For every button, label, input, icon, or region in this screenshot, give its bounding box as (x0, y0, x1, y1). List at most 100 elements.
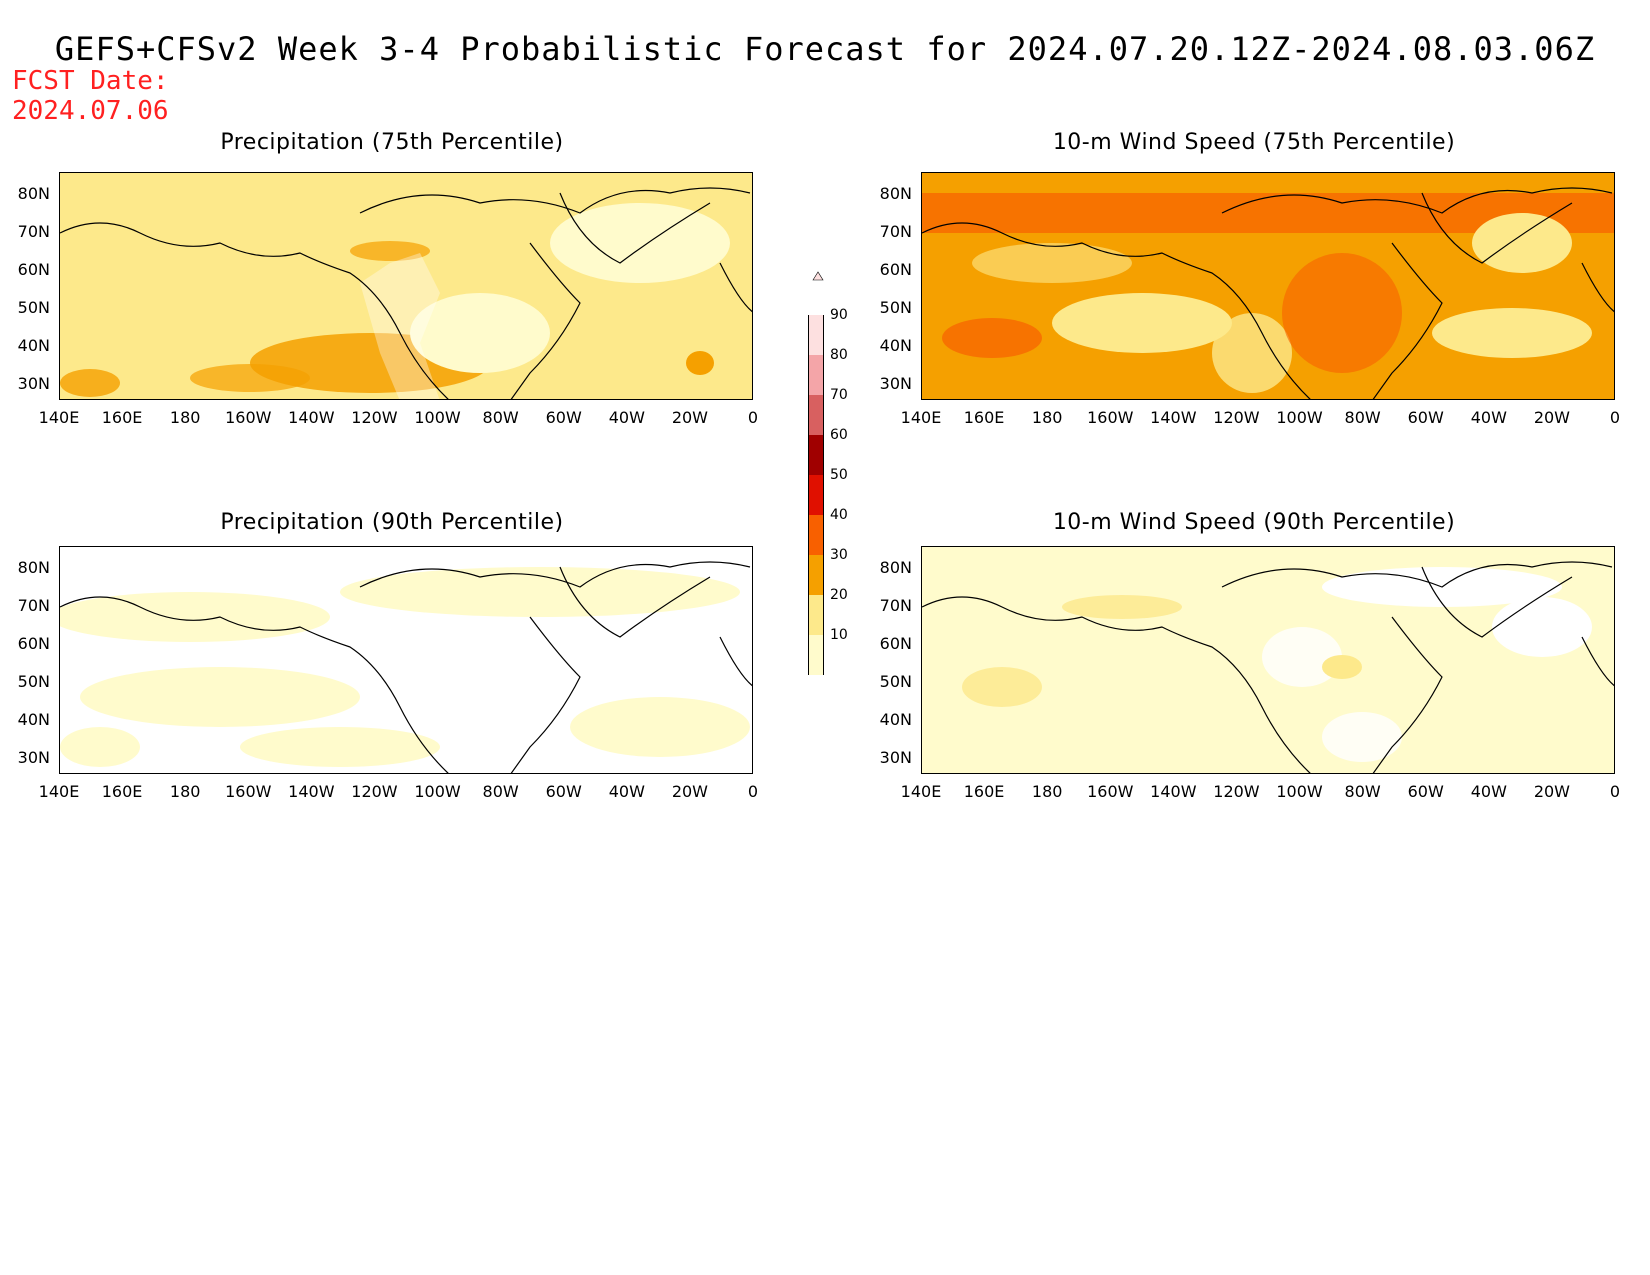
colorbar-swatch (808, 395, 824, 435)
lat-label: 30N (17, 374, 50, 393)
lon-label: 140E (900, 782, 942, 801)
lon-label: 160W (225, 782, 272, 801)
colorbar-swatch (808, 475, 824, 515)
lon-label: 160E (101, 782, 143, 801)
colorbar-swatch (808, 635, 824, 675)
lon-label: 0 (1609, 408, 1621, 427)
lat-label: 80N (879, 558, 912, 577)
lon-label: 140W (288, 782, 335, 801)
map-wind-75 (921, 172, 1615, 400)
lon-label: 160E (963, 408, 1005, 427)
colorbar-label: 90 (830, 307, 848, 323)
lat-label: 40N (17, 336, 50, 355)
lon-label: 180 (1031, 408, 1063, 427)
lon-label: 80W (482, 782, 519, 801)
lon-label: 40W (1470, 782, 1507, 801)
lon-label: 80W (482, 408, 519, 427)
lon-label: 140W (1150, 408, 1197, 427)
lat-label: 50N (17, 672, 50, 691)
colorbar-label: 10 (830, 627, 848, 643)
lat-label: 50N (879, 298, 912, 317)
lat-label: 60N (17, 634, 50, 653)
lon-label: 0 (747, 782, 759, 801)
lon-label: 80W (1344, 408, 1381, 427)
forecast-date-label: FCST Date: (12, 66, 169, 96)
lon-label: 120W (351, 408, 398, 427)
colorbar-swatch (808, 595, 824, 635)
lon-label: 80W (1344, 782, 1381, 801)
colorbar-label: 80 (830, 347, 848, 363)
lon-label: 100W (414, 782, 461, 801)
panel-title-precip-75: Precipitation (75th Percentile) (220, 130, 564, 155)
lat-label: 60N (879, 634, 912, 653)
lon-label: 20W (1533, 408, 1570, 427)
lon-label: 180 (1031, 782, 1063, 801)
lon-label: 180 (169, 782, 201, 801)
colorbar-swatch (808, 435, 824, 475)
lat-label: 50N (879, 672, 912, 691)
colorbar (808, 270, 848, 684)
lon-label: 160E (963, 782, 1005, 801)
lat-label: 70N (879, 222, 912, 241)
lon-label: 0 (747, 408, 759, 427)
map-precip-90 (59, 546, 753, 774)
colorbar-label: 30 (830, 547, 848, 563)
lon-label: 60W (1407, 782, 1444, 801)
lat-label: 80N (17, 558, 50, 577)
colorbar-label: 20 (830, 587, 848, 603)
lon-label: 140E (900, 408, 942, 427)
main-title: GEFS+CFSv2 Week 3-4 Probabilistic Foreca… (54, 30, 1596, 68)
lat-label: 50N (17, 298, 50, 317)
lon-label: 120W (1213, 782, 1260, 801)
lat-label: 40N (17, 710, 50, 729)
lat-label: 60N (879, 260, 912, 279)
lon-label: 140W (288, 408, 335, 427)
lon-label: 160W (225, 408, 272, 427)
lat-label: 40N (879, 710, 912, 729)
colorbar-swatch (808, 315, 824, 355)
lon-label: 60W (1407, 408, 1444, 427)
colorbar-swatch (808, 515, 824, 555)
lat-label: 80N (17, 184, 50, 203)
lon-label: 140E (38, 408, 80, 427)
lon-label: 100W (414, 408, 461, 427)
lon-label: 140W (1150, 782, 1197, 801)
lon-label: 60W (545, 782, 582, 801)
forecast-date-value: 2024.07.06 (12, 96, 169, 126)
colorbar-label: 40 (830, 507, 848, 523)
lon-label: 140E (38, 782, 80, 801)
lon-label: 20W (671, 408, 708, 427)
lon-label: 120W (1213, 408, 1260, 427)
lat-label: 70N (17, 222, 50, 241)
lon-label: 160E (101, 408, 143, 427)
lat-label: 30N (879, 748, 912, 767)
lon-label: 100W (1276, 408, 1323, 427)
lon-label: 180 (169, 408, 201, 427)
colorbar-label: 70 (830, 387, 848, 403)
lon-label: 40W (608, 782, 645, 801)
panel-title-precip-90: Precipitation (90th Percentile) (220, 510, 564, 535)
lon-label: 100W (1276, 782, 1323, 801)
lat-label: 70N (879, 596, 912, 615)
lon-label: 20W (671, 782, 708, 801)
lon-label: 40W (1470, 408, 1507, 427)
colorbar-swatch (808, 355, 824, 395)
colorbar-label: 60 (830, 427, 848, 443)
lon-label: 160W (1087, 408, 1134, 427)
lat-label: 70N (17, 596, 50, 615)
map-precip-75 (59, 172, 753, 400)
lat-label: 80N (879, 184, 912, 203)
lat-label: 60N (17, 260, 50, 279)
colorbar-label: 50 (830, 467, 848, 483)
colorbar-swatch (808, 555, 824, 595)
map-wind-90 (921, 546, 1615, 774)
lon-label: 20W (1533, 782, 1570, 801)
panel-title-wind-90: 10-m Wind Speed (90th Percentile) (1052, 510, 1456, 535)
lon-label: 160W (1087, 782, 1134, 801)
panel-title-wind-75: 10-m Wind Speed (75th Percentile) (1052, 130, 1456, 155)
lat-label: 30N (17, 748, 50, 767)
lon-label: 120W (351, 782, 398, 801)
lon-label: 0 (1609, 782, 1621, 801)
lon-label: 40W (608, 408, 645, 427)
lon-label: 60W (545, 408, 582, 427)
